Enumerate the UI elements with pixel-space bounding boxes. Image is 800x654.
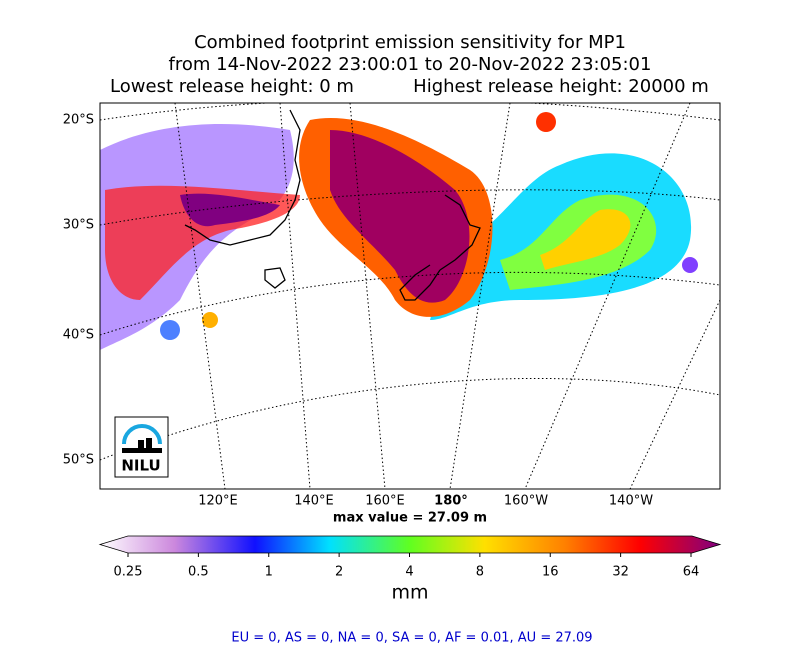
lat-label: 20°S — [63, 113, 94, 128]
logo: NILU — [114, 416, 169, 478]
map-frame — [99, 102, 721, 490]
lon-label: 120°E — [198, 494, 238, 509]
logo-text: NILU — [121, 457, 160, 475]
colorbar-unit: mm — [391, 582, 428, 604]
lon-label: 160°E — [365, 494, 405, 509]
colorbar-tick-label: 0.5 — [188, 565, 209, 580]
plume — [100, 112, 698, 350]
title-line: from 14-Nov-2022 23:00:01 to 20-Nov-2022… — [169, 54, 652, 75]
lon-label: 140°W — [609, 494, 653, 509]
colorbar-tick-label: 2 — [335, 565, 343, 580]
release-lowest: Lowest release height: 0 m — [110, 76, 354, 97]
footer: EU = 0, AS = 0, NA = 0, SA = 0, AF = 0.0… — [231, 631, 592, 646]
graticule — [100, 103, 720, 489]
colorbar-tick-label: 8 — [476, 565, 484, 580]
lat-label: 50°S — [63, 453, 94, 468]
colorbar-tick-label: 1 — [265, 565, 273, 580]
title-line: Combined footprint emission sensitivity … — [194, 32, 626, 53]
release-highest: Highest release height: 20000 m — [413, 76, 709, 97]
map-area: NILU — [100, 103, 720, 489]
colorbar — [98, 535, 722, 554]
colorbar-tick-label: 64 — [683, 565, 700, 580]
coastlines — [184, 109, 481, 301]
lon-label: 160°W — [504, 494, 548, 509]
colorbar-tick-label: 32 — [612, 565, 629, 580]
max-value: max value = 27.09 m — [333, 511, 487, 526]
colorbar-tick-label: 4 — [405, 565, 413, 580]
lat-label: 40°S — [63, 328, 94, 343]
lon-label: 180° — [434, 494, 468, 509]
colorbar-tick-label: 0.25 — [114, 565, 143, 580]
lon-label: 140°E — [294, 494, 334, 509]
lat-label: 30°S — [63, 218, 94, 233]
colorbar-tick-label: 16 — [542, 565, 559, 580]
